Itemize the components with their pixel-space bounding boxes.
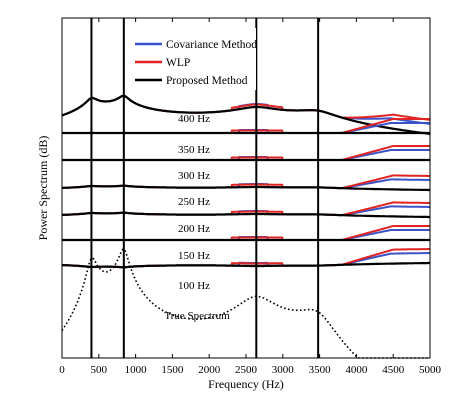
- x-tick-label-6: 3000: [272, 364, 295, 376]
- offset-label-4: 200 Hz: [178, 223, 210, 235]
- x-tick-label-1: 500: [91, 364, 108, 376]
- x-tick-label-3: 1500: [161, 364, 184, 376]
- x-tick-label-10: 5000: [419, 364, 442, 376]
- x-tick-label-7: 3500: [309, 364, 332, 376]
- offset-label-0: 400 Hz: [178, 113, 210, 125]
- x-tick-label-0: 0: [59, 364, 65, 376]
- legend-label-wlp: WLP: [166, 57, 190, 69]
- x-tick-label-4: 2000: [198, 364, 221, 376]
- legend-label-proposed: Proposed Method: [166, 75, 248, 87]
- offset-label-7: True Spectrum: [164, 310, 230, 322]
- proposed-curve-0: [61, 94, 431, 135]
- y-axis-label: Power Spectrum (dB): [36, 136, 50, 241]
- x-axis: 0 500 1000 1500 2000 2500 3000 3500 4000 4500 5000: [59, 18, 442, 376]
- proposed-curve-3: [62, 184, 430, 192]
- offset-label-2: 300 Hz: [178, 170, 210, 182]
- spectrum-curves: [61, 94, 431, 359]
- offset-label-1: 350 Hz: [178, 144, 210, 156]
- x-tick-label-5: 2500: [235, 364, 258, 376]
- x-tick-label-9: 4500: [382, 364, 405, 376]
- offset-labels: 400 Hz 350 Hz 300 Hz 250 Hz 200 Hz 150 Hz 100 …: [164, 113, 230, 322]
- offset-label-3: 250 Hz: [178, 196, 210, 208]
- x-tick-label-2: 1000: [125, 364, 148, 376]
- offset-label-5: 150 Hz: [178, 250, 210, 262]
- legend-label-covariance: Covariance Method: [166, 39, 257, 51]
- offset-label-6: 100 Hz: [178, 280, 210, 292]
- x-tick-label-8: 4000: [345, 364, 368, 376]
- x-axis-label: Frequency (Hz): [208, 377, 284, 391]
- legend: Covariance Method WLP Proposed Method: [131, 28, 257, 90]
- formant-lines: [90, 18, 320, 358]
- proposed-curve-4: [62, 211, 430, 219]
